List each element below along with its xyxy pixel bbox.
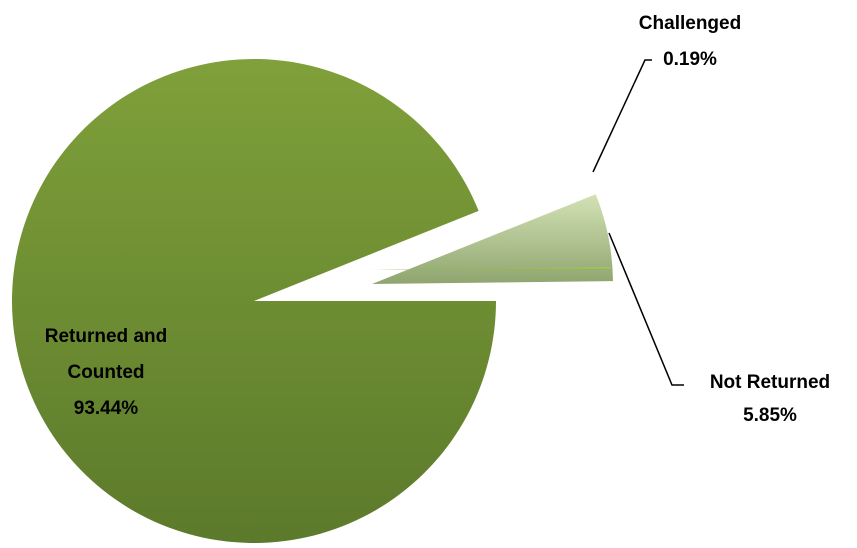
slice-percent-not-returned: 5.85% — [743, 405, 797, 426]
slice-label-returned-line1: Returned and — [45, 326, 167, 347]
slice-label-returned-line2: Counted — [67, 362, 144, 383]
slice-percent-challenged: 0.19% — [663, 49, 717, 70]
slice-percent-returned: 93.44% — [74, 398, 139, 419]
slice-not-returned — [372, 194, 613, 284]
slice-returned-and-counted — [11, 59, 497, 544]
slice-label-not-returned: Not Returned — [710, 372, 830, 393]
leader-line-challenged — [592, 59, 652, 173]
leader-line-not-returned — [608, 232, 684, 386]
slice-challenged — [370, 267, 611, 270]
slice-label-challenged: Challenged — [639, 13, 741, 34]
